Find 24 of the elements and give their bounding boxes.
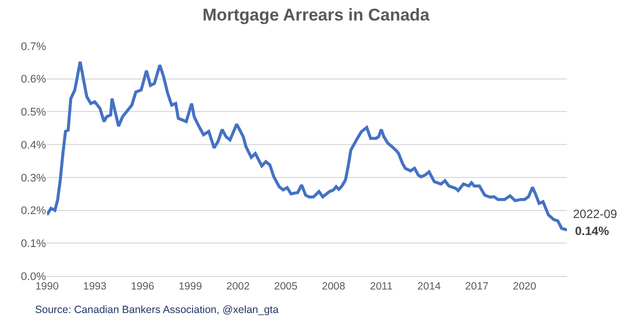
y-tick-label: 0.6% [20, 74, 46, 86]
y-tick-label: 0.1% [20, 238, 46, 250]
x-tick-label: 1990 [35, 280, 59, 293]
x-tick-label: 2020 [512, 280, 536, 293]
x-tick-label: 2005 [274, 280, 298, 293]
annotation: 2022-09 [573, 207, 618, 221]
x-tick-label: 2017 [465, 280, 489, 293]
y-tick-label: 0.5% [20, 106, 46, 119]
x-tick-label: 2008 [322, 280, 346, 293]
x-tick-label: 2014 [417, 280, 441, 293]
y-tick-label: 0.0% [20, 270, 46, 283]
source-note: Source: Canadian Bankers Association, @xelan_gta [35, 304, 279, 316]
chart-title: Mortgage Arrears in Canada [202, 5, 430, 24]
line-series [47, 60, 567, 232]
y-tick-label: 0.3% [20, 172, 46, 184]
y-tick-label: 0.7% [20, 40, 46, 53]
x-tick-label: 1999 [178, 280, 202, 293]
annotation: 0.14% [575, 224, 610, 238]
y-tick-label: 0.4% [20, 139, 46, 152]
x-tick-label: 2011 [370, 280, 393, 293]
x-tick-label: 1996 [130, 280, 154, 293]
y-tick-label: 0.2% [20, 205, 46, 218]
x-tick-label: 2002 [226, 280, 250, 293]
x-tick-label: 1993 [83, 280, 107, 293]
